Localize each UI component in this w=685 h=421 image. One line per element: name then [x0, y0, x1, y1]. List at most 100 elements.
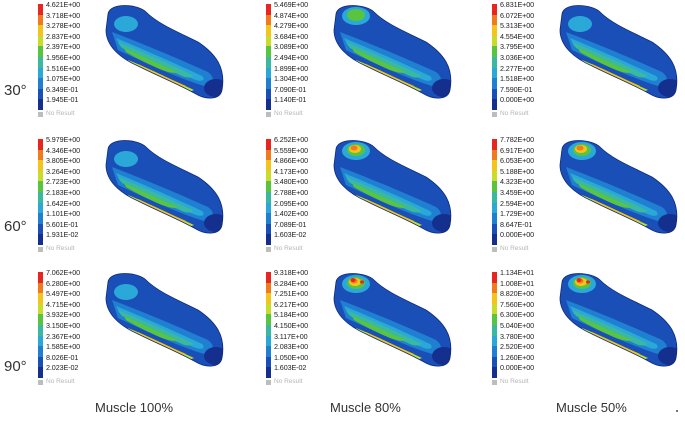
legend-value: 4.866E+00: [274, 156, 309, 166]
legend-value: 1.101E+00: [46, 209, 81, 219]
legend-entry: 8.820E+00: [492, 289, 554, 304]
legend-entry: 1.899E+00: [266, 64, 328, 79]
legend-swatch: [266, 314, 271, 325]
legend-entry: 1.075E+00: [38, 74, 100, 89]
legend-value: 6.072E+00: [500, 10, 535, 20]
legend-entry: 5.601E-01: [38, 220, 100, 235]
legend-entry: 7.590E-01: [492, 85, 554, 100]
legend-swatch: [492, 346, 497, 357]
contour-panel: 5.469E+00 4.874E+00 4.279E+00 3.684E+00 3.08…: [264, 0, 474, 120]
legend-value: 0.000E+00: [500, 230, 535, 240]
legend-entry: 3.718E+00: [38, 11, 100, 26]
legend-value: 1.304E+00: [274, 74, 309, 84]
legend-entry: 6.280E+00: [38, 279, 100, 294]
legend-entry: 1.260E+00: [492, 353, 554, 368]
legend-entry: 1.603E-02: [266, 363, 328, 378]
no-result-label: No Result: [500, 109, 529, 117]
legend-entry: 7.251E+00: [266, 289, 328, 304]
legend-swatch: [38, 139, 43, 150]
contour-panel: 5.979E+00 4.346E+00 3.805E+00 3.264E+00 2.72…: [36, 135, 246, 255]
legend-entry: 5.469E+00: [266, 0, 328, 15]
legend-swatch: [492, 202, 497, 214]
no-result-entry: No Result: [492, 245, 554, 255]
no-result-entry: No Result: [492, 378, 554, 388]
legend-value: 4.554E+00: [500, 31, 535, 41]
no-result-swatch: [38, 246, 43, 252]
legend-value: 1.008E+01: [500, 278, 535, 288]
legend-entry: 1.050E+00: [266, 353, 328, 368]
legend-swatch: [492, 25, 497, 36]
no-result-swatch: [266, 111, 271, 117]
legend-entry: 1.945E-01: [38, 95, 100, 110]
legend-entry: 3.480E+00: [266, 177, 328, 192]
legend-entry: 0.000E+00: [492, 363, 554, 378]
legend-value: 7.560E+00: [500, 299, 535, 309]
legend-entry: 4.150E+00: [266, 321, 328, 336]
no-result-entry: No Result: [266, 378, 328, 388]
legend-swatch: [492, 234, 497, 245]
legend-value: 1.931E-02: [46, 230, 79, 240]
legend-swatch: [266, 223, 271, 235]
legend-entry: 0.000E+00: [492, 95, 554, 110]
legend-swatch: [38, 25, 43, 36]
contour-panel: 1.134E+01 1.008E+01 8.820E+00 7.560E+00 6.30…: [490, 268, 685, 388]
legend-value: 2.023E-02: [46, 363, 79, 373]
legend-value: 3.459E+00: [500, 187, 535, 197]
legend-swatch: [492, 367, 497, 378]
legend-entry: 4.621E+00: [38, 0, 100, 15]
legend-swatch: [38, 324, 43, 336]
no-result-label: No Result: [46, 109, 75, 117]
legend-value: 7.090E-01: [274, 84, 307, 94]
legend-entry: 2.594E+00: [492, 199, 554, 214]
legend-entry: 1.642E+00: [38, 199, 100, 214]
legend-swatch: [492, 213, 497, 224]
legend-entry: 3.117E+00: [266, 332, 328, 347]
no-result-swatch: [38, 111, 43, 117]
legend-entry: 1.516E+00: [38, 64, 100, 79]
legend-value: 6.280E+00: [46, 278, 81, 288]
legend-value: 1.140E-01: [274, 95, 307, 105]
legend-entry: 5.184E+00: [266, 310, 328, 325]
legend-entry: 7.090E-01: [266, 85, 328, 100]
legend-value: 1.603E-02: [274, 363, 307, 373]
no-result-entry: No Result: [38, 245, 100, 255]
column-label-muscle-100: Muscle 100%: [95, 400, 174, 415]
legend-value: 8.026E-01: [46, 352, 79, 362]
legend-value: 1.642E+00: [46, 198, 81, 208]
bone-contour-plot: [105, 5, 224, 99]
legend-value: 3.150E+00: [46, 320, 81, 330]
legend-swatch: [266, 99, 271, 110]
row-label-30: 30°: [4, 82, 27, 99]
legend-value: 4.715E+00: [46, 299, 81, 309]
legend-swatch: [492, 4, 497, 15]
legend-value: 3.036E+00: [500, 52, 535, 62]
color-legend: 1.134E+01 1.008E+01 8.820E+00 7.560E+00 6.30…: [492, 268, 554, 388]
legend-entry: 3.089E+00: [266, 42, 328, 57]
legend-swatch: [266, 160, 271, 171]
legend-entry: 1.956E+00: [38, 53, 100, 68]
legend-entry: 1.101E+00: [38, 209, 100, 224]
legend-value: 3.117E+00: [274, 331, 308, 341]
no-result-entry: No Result: [266, 245, 328, 255]
legend-entry: 1.402E+00: [266, 209, 328, 224]
legend-value: 1.603E-02: [274, 230, 307, 240]
legend-value: 2.494E+00: [274, 52, 309, 62]
legend-entry: 4.323E+00: [492, 177, 554, 192]
legend-value: 5.559E+00: [274, 145, 309, 155]
column-label-muscle-80: Muscle 80%: [330, 400, 401, 415]
legend-swatch: [492, 99, 497, 110]
legend-swatch: [492, 78, 497, 89]
legend-swatch: [38, 14, 43, 26]
legend-swatch: [38, 67, 43, 79]
legend-value: 1.516E+00: [46, 63, 81, 73]
bone-contour-plot: [105, 273, 224, 367]
contour-panel: 6.252E+00 5.559E+00 4.866E+00 4.173E+00 3.48…: [264, 135, 474, 255]
legend-swatch: [266, 4, 271, 15]
no-result-entry: No Result: [266, 110, 328, 120]
legend-swatch: [266, 67, 271, 79]
legend-value: 5.184E+00: [274, 310, 309, 320]
legend-swatch: [266, 346, 271, 357]
legend-entry: 1.931E-02: [38, 230, 100, 245]
legend-value: 2.837E+00: [46, 31, 81, 41]
legend-entry: 4.554E+00: [492, 32, 554, 47]
